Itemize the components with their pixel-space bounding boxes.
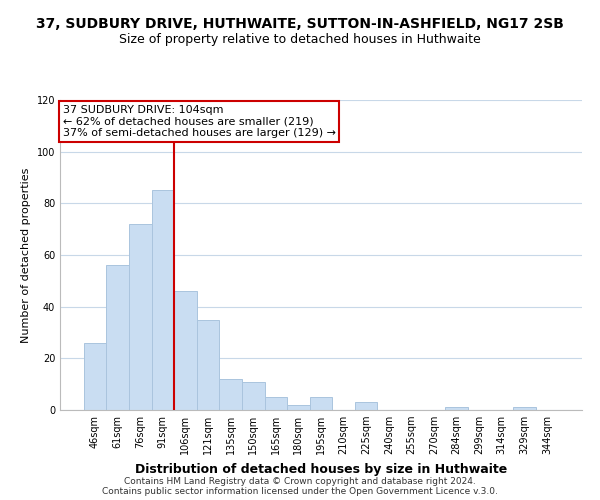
Y-axis label: Number of detached properties: Number of detached properties	[21, 168, 31, 342]
Bar	[287, 405, 310, 410]
Bar	[265, 397, 287, 410]
Text: Contains HM Land Registry data © Crown copyright and database right 2024.: Contains HM Land Registry data © Crown c…	[124, 478, 476, 486]
X-axis label: Distribution of detached houses by size in Huthwaite: Distribution of detached houses by size …	[135, 462, 507, 475]
Bar	[242, 382, 265, 410]
Bar	[84, 343, 106, 410]
Text: Contains public sector information licensed under the Open Government Licence v.: Contains public sector information licen…	[102, 488, 498, 496]
Bar	[355, 402, 377, 410]
Text: 37, SUDBURY DRIVE, HUTHWAITE, SUTTON-IN-ASHFIELD, NG17 2SB: 37, SUDBURY DRIVE, HUTHWAITE, SUTTON-IN-…	[36, 18, 564, 32]
Bar	[445, 408, 468, 410]
Bar	[197, 320, 220, 410]
Bar	[129, 224, 152, 410]
Bar	[174, 291, 197, 410]
Text: Size of property relative to detached houses in Huthwaite: Size of property relative to detached ho…	[119, 32, 481, 46]
Bar	[220, 379, 242, 410]
Bar	[310, 397, 332, 410]
Bar	[152, 190, 174, 410]
Bar	[106, 266, 129, 410]
Bar	[513, 408, 536, 410]
Text: 37 SUDBURY DRIVE: 104sqm
← 62% of detached houses are smaller (219)
37% of semi-: 37 SUDBURY DRIVE: 104sqm ← 62% of detach…	[62, 104, 335, 138]
